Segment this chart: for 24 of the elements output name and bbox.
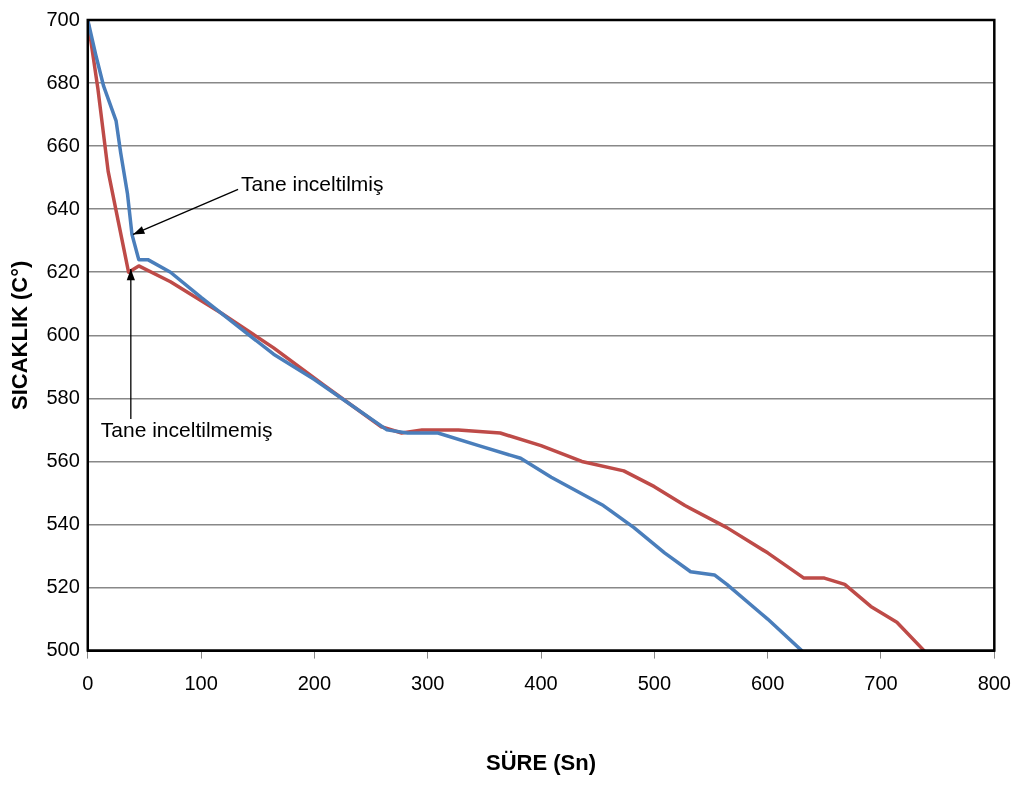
y-tick-label: 500 — [46, 638, 80, 661]
x-tick-label: 600 — [750, 672, 785, 695]
x-axis-title: SÜRE (Sn) — [486, 749, 597, 775]
annotation: Tane inceltilmemiş — [100, 418, 273, 442]
x-tick-label: 800 — [977, 672, 1011, 695]
x-tick-label: 500 — [637, 672, 672, 695]
y-tick-label: 640 — [46, 196, 80, 219]
y-tick-label: 700 — [46, 7, 80, 30]
x-tick-label: 400 — [524, 672, 558, 695]
y-tick-label: 520 — [46, 575, 80, 598]
x-tick-label: 200 — [297, 672, 332, 695]
y-tick-label: 540 — [46, 512, 80, 534]
y-tick-label: 620 — [46, 259, 80, 282]
x-tick-label: 0 — [82, 672, 94, 695]
x-tick-label: 100 — [184, 672, 218, 695]
y-tick-label: 600 — [46, 322, 80, 345]
x-tick-label: 700 — [864, 672, 898, 695]
y-tick-label: 660 — [46, 133, 80, 156]
annotation: Tane inceltilmiş — [241, 172, 384, 196]
y-tick-label: 560 — [46, 448, 80, 471]
x-tick-label: 300 — [411, 672, 445, 695]
y-tick-label: 680 — [46, 70, 80, 93]
y-axis-title: SICAKLIK (C°) — [7, 260, 33, 410]
y-tick-label: 580 — [46, 385, 80, 408]
